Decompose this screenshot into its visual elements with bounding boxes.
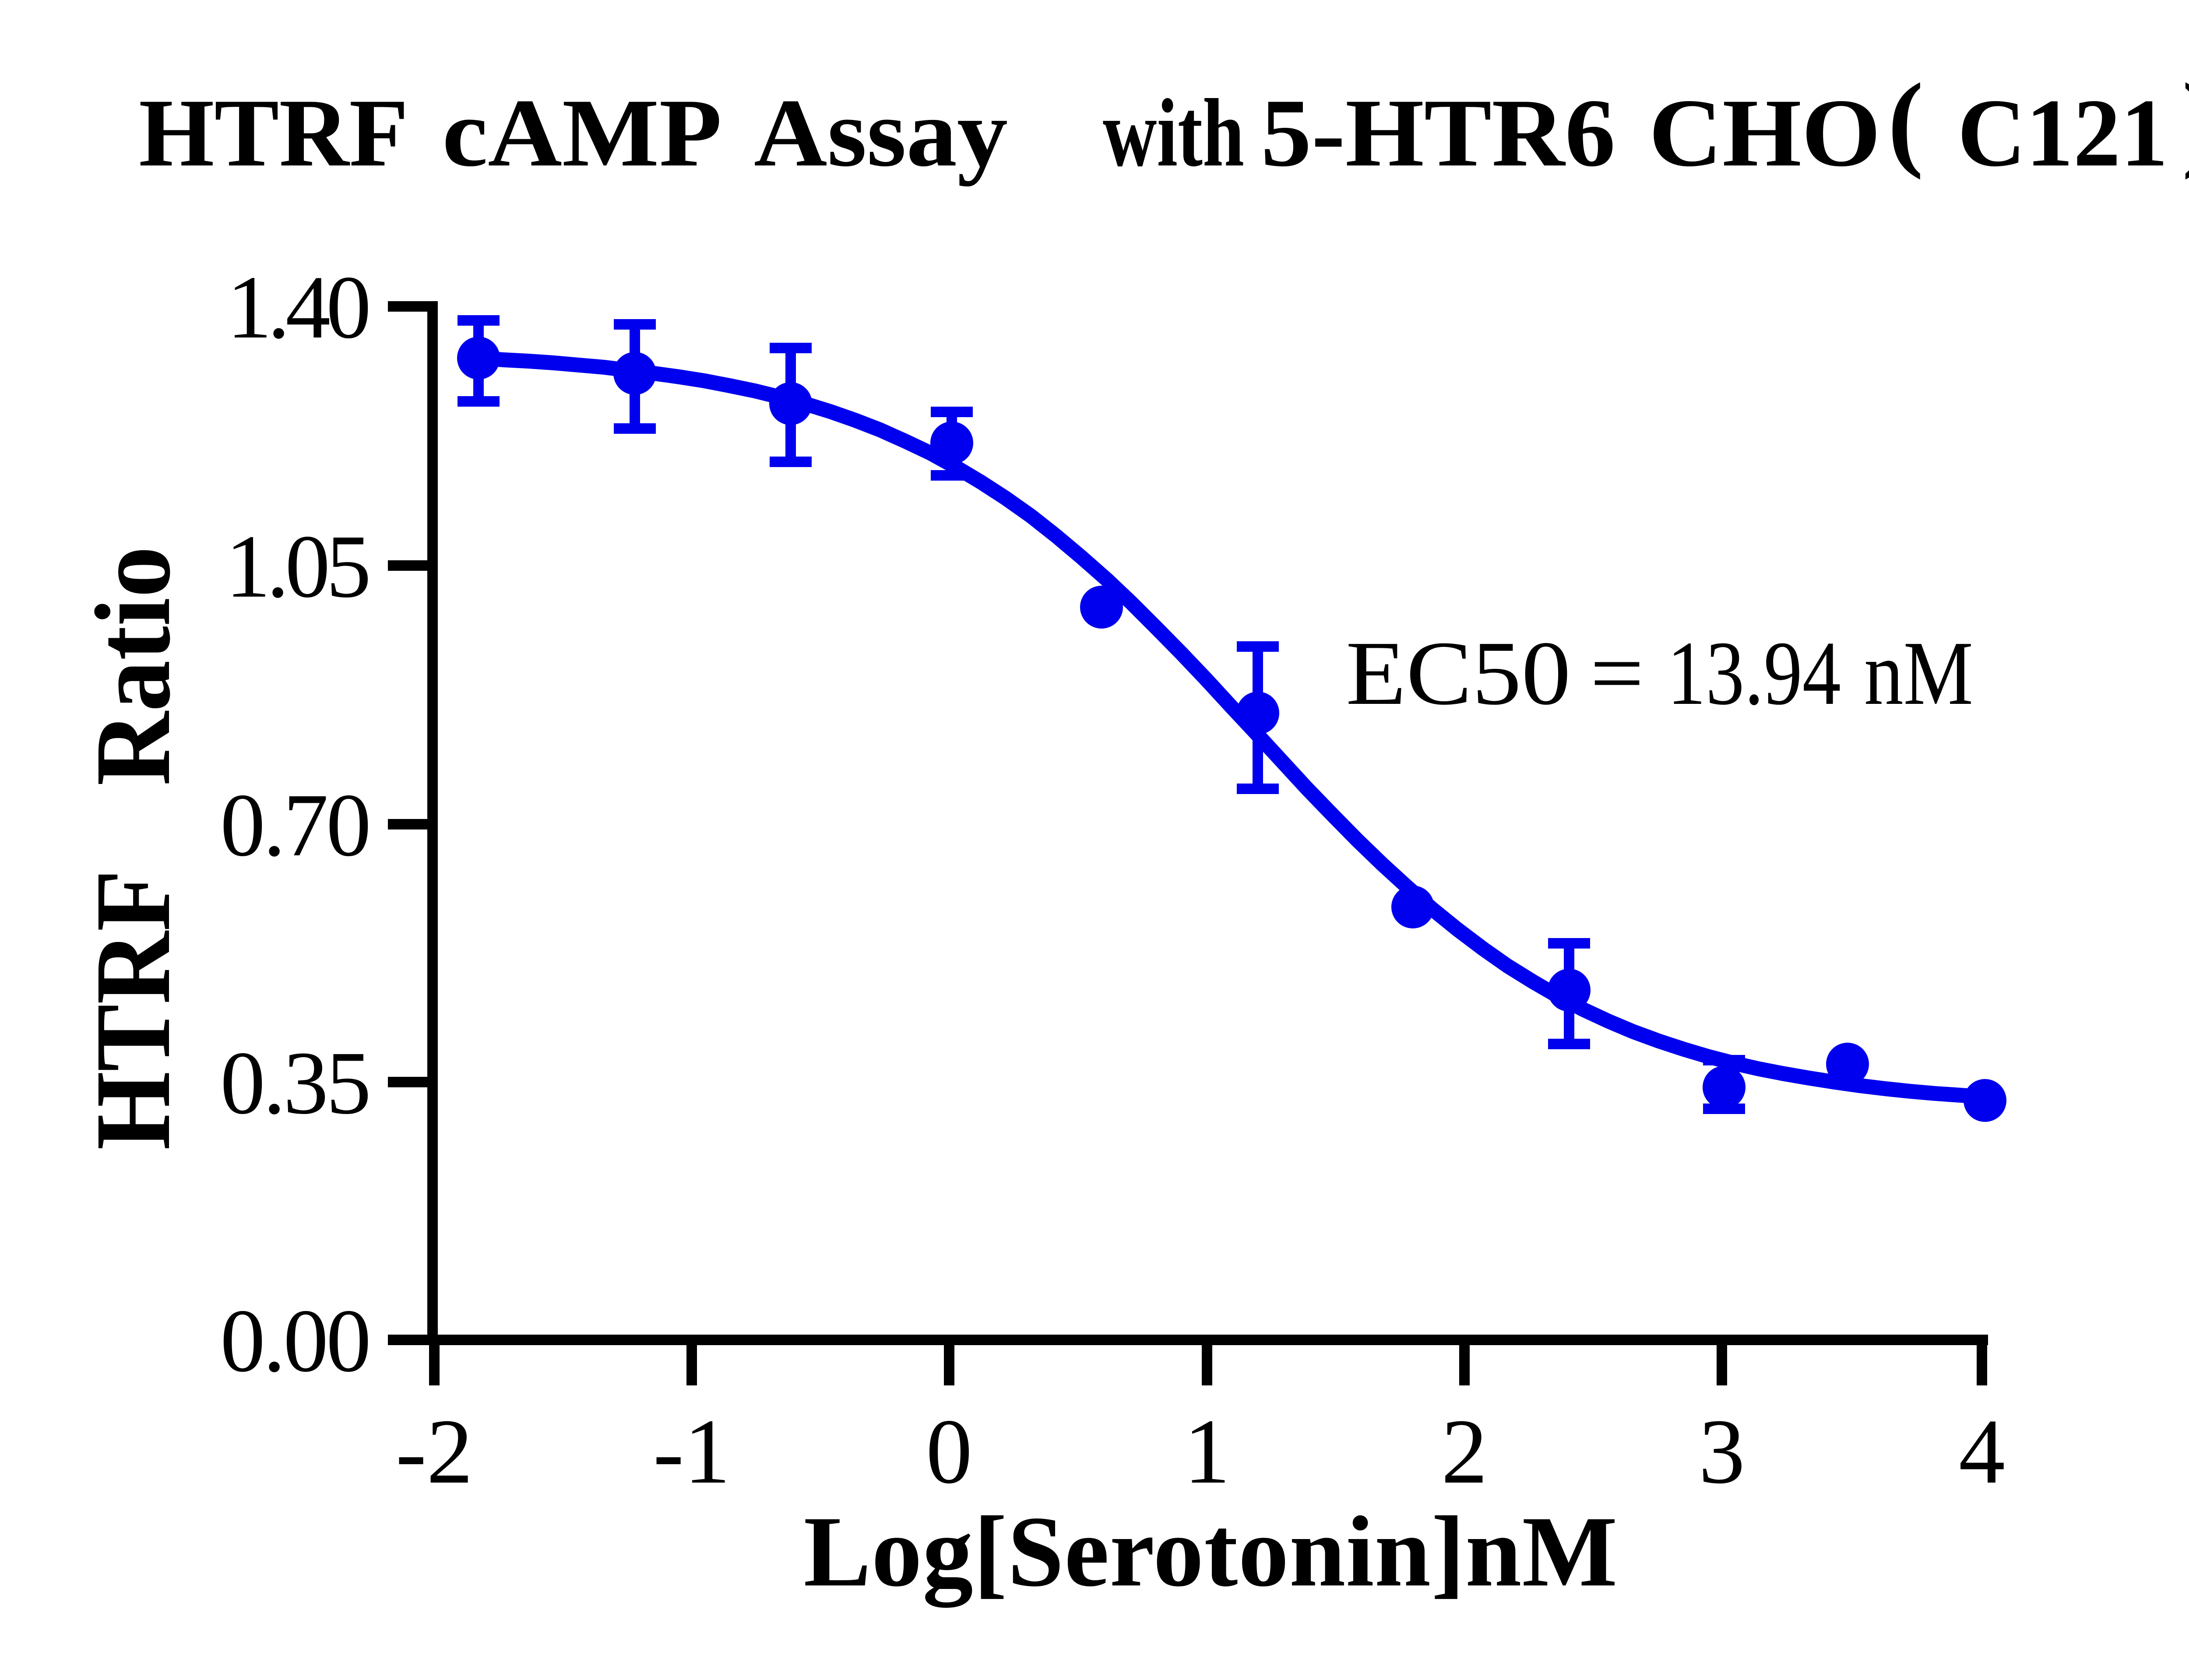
svg-text:nM: nM — [1864, 623, 1973, 724]
svg-text:1: 1 — [1184, 1400, 1230, 1503]
svg-text:1.05: 1.05 — [225, 516, 371, 616]
svg-text:13.94: 13.94 — [1667, 623, 1841, 724]
svg-text:4: 4 — [1959, 1400, 2005, 1503]
svg-text:0.70: 0.70 — [220, 775, 371, 875]
svg-text:HTRF: HTRF — [74, 870, 193, 1150]
svg-text:Log[Serotonin]nM: Log[Serotonin]nM — [804, 1495, 1618, 1608]
svg-text:Assay: Assay — [754, 79, 1008, 187]
svg-text:HTRF: HTRF — [139, 79, 408, 187]
svg-text:2: 2 — [1441, 1400, 1488, 1503]
svg-text:3: 3 — [1699, 1400, 1745, 1503]
svg-text:with: with — [1103, 79, 1244, 187]
svg-text:EC50: EC50 — [1346, 623, 1571, 724]
svg-text:0.00: 0.00 — [220, 1290, 371, 1391]
svg-text:CHO: CHO — [1649, 79, 1881, 187]
svg-text:5-HTR6: 5-HTR6 — [1261, 79, 1615, 187]
svg-text:0.35: 0.35 — [220, 1033, 371, 1133]
svg-text:C121: C121 — [1957, 79, 2168, 187]
svg-text:): ) — [2182, 61, 2189, 180]
svg-text:cAMP: cAMP — [442, 79, 722, 187]
svg-text:0: 0 — [926, 1400, 972, 1503]
svg-text:(: ( — [1888, 61, 1924, 180]
svg-text:-1: -1 — [653, 1400, 731, 1503]
svg-text:=: = — [1590, 623, 1644, 724]
svg-text:Ratio: Ratio — [74, 546, 193, 786]
svg-text:1.40: 1.40 — [227, 257, 371, 357]
svg-text:-2: -2 — [396, 1400, 473, 1503]
